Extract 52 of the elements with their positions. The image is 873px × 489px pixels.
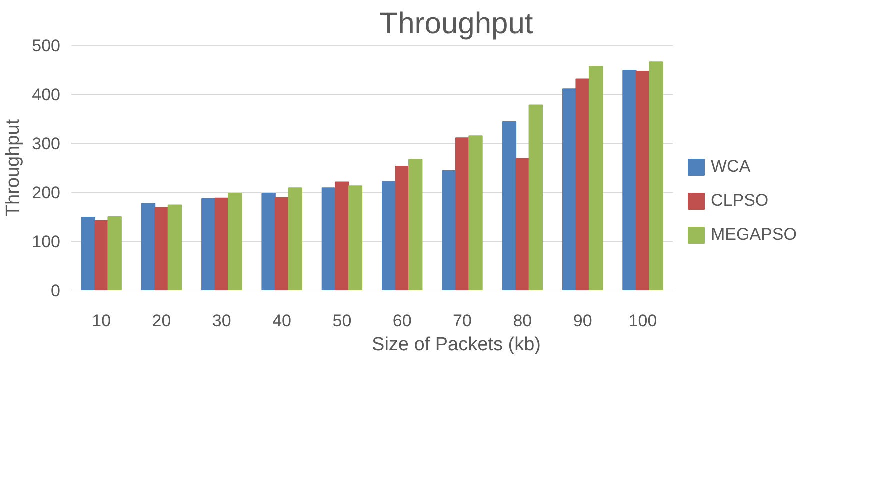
bar [274, 197, 290, 290]
bar [528, 104, 544, 290]
bar [502, 121, 517, 290]
chart-title: Throughput [380, 8, 534, 40]
x-tick-label: 100 [628, 312, 658, 330]
y-tick-label: 400 [32, 86, 61, 104]
y-tick-label: 200 [32, 184, 61, 202]
bar [408, 159, 423, 290]
bar [141, 203, 156, 290]
bar [108, 216, 122, 290]
bar [395, 166, 410, 290]
bar [288, 188, 302, 290]
bar [262, 192, 276, 290]
bar [649, 62, 664, 290]
legend-label: MEGAPSO [711, 225, 797, 245]
legend-label: WCA [711, 157, 751, 177]
y-axis-title: Throughput [3, 118, 24, 217]
bar [94, 220, 109, 290]
x-tick-label: 10 [92, 312, 112, 330]
y-tick-label: 100 [32, 232, 61, 252]
x-tick-label: 90 [573, 312, 592, 330]
x-tick-label: 20 [152, 312, 172, 330]
x-tick-label: 60 [392, 312, 412, 330]
bar [202, 198, 216, 290]
bar [228, 192, 242, 290]
bar [168, 204, 182, 290]
y-tick-label: 0 [51, 282, 61, 300]
bar [588, 66, 604, 290]
bar [455, 138, 470, 290]
bar [468, 136, 483, 290]
bar [442, 170, 456, 290]
x-tick-label: 50 [332, 312, 352, 330]
bar [348, 186, 363, 290]
bar [562, 88, 577, 290]
bar [214, 198, 230, 290]
bar [322, 188, 336, 290]
bar [622, 70, 637, 290]
legend-label: CLPSO [711, 191, 769, 211]
bar [154, 207, 169, 290]
bar [636, 70, 650, 290]
x-axis-title: Size of Packets (kb) [372, 334, 541, 356]
bar [382, 181, 396, 290]
bar [335, 182, 350, 290]
bar [576, 78, 590, 290]
x-tick-label: 80 [513, 312, 532, 330]
x-tick-label: 40 [272, 312, 292, 330]
x-tick-label: 70 [453, 312, 472, 330]
x-tick-label: 30 [212, 312, 232, 330]
bar [81, 216, 96, 290]
y-tick-label: 500 [32, 36, 61, 56]
bar [516, 158, 530, 290]
y-tick-label: 300 [32, 134, 61, 154]
